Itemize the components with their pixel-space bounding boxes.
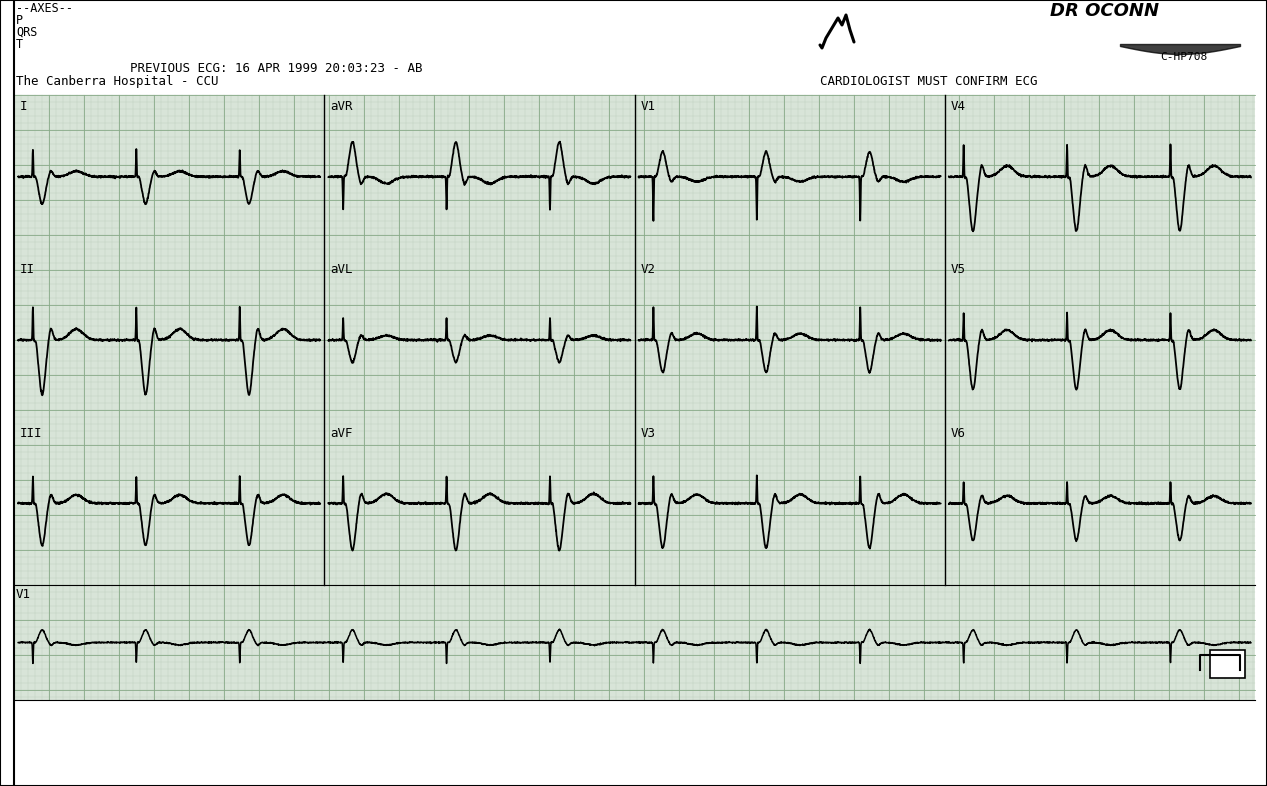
Text: V6: V6 [950,427,965,439]
Text: T: T [16,38,23,51]
Text: I: I [20,100,28,113]
Text: V5: V5 [950,263,965,277]
Text: --AXES--: --AXES-- [16,2,73,15]
Bar [1210,650,1245,678]
Bar [0,0,1267,95]
Text: C-HP708: C-HP708 [1161,52,1207,62]
Text: V1: V1 [16,588,30,601]
Text: DR OCONN: DR OCONN [1050,2,1159,20]
Text: V2: V2 [641,263,655,277]
Bar [14,95,1256,700]
Text: V4: V4 [950,100,965,113]
Text: P: P [16,14,23,27]
Text: aVL: aVL [331,263,352,277]
Text: PREVIOUS ECG: 16 APR 1999 20:03:23 - AB: PREVIOUS ECG: 16 APR 1999 20:03:23 - AB [131,62,422,75]
Text: aVR: aVR [331,100,352,113]
Text: V1: V1 [641,100,655,113]
Text: II: II [20,263,35,277]
Text: aVF: aVF [331,427,352,439]
Text: CARDIOLOGIST MUST CONFIRM ECG: CARDIOLOGIST MUST CONFIRM ECG [820,75,1038,88]
Text: V3: V3 [641,427,655,439]
Text: III: III [20,427,43,439]
Text: The Canberra Hospital - CCU: The Canberra Hospital - CCU [16,75,218,88]
Text: QRS: QRS [16,26,37,39]
